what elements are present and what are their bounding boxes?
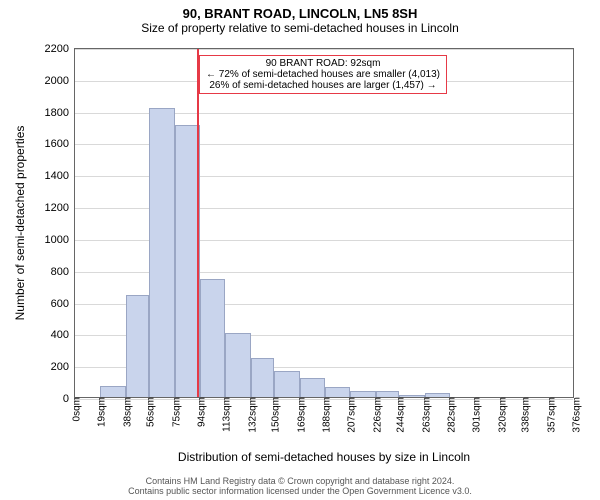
x-tick-label: 263sqm (417, 397, 432, 433)
x-tick-label: 301sqm (468, 397, 483, 433)
x-tick-label: 320sqm (493, 397, 508, 433)
page-title: 90, BRANT ROAD, LINCOLN, LN5 8SH (0, 0, 600, 21)
histogram-bar (225, 333, 250, 397)
y-tick-label: 400 (51, 329, 75, 341)
y-tick-label: 600 (51, 298, 75, 310)
y-axis-label: Number of semi-detached properties (13, 126, 27, 321)
histogram-bar (325, 387, 350, 397)
x-tick-label: 357sqm (542, 397, 557, 433)
histogram-bar (274, 371, 299, 397)
x-tick-label: 75sqm (167, 397, 182, 427)
x-tick-label: 113sqm (218, 397, 233, 432)
footer: Contains HM Land Registry data © Crown c… (0, 476, 600, 496)
footer-line-1: Contains HM Land Registry data © Crown c… (0, 476, 600, 486)
page-subtitle: Size of property relative to semi-detach… (0, 21, 600, 35)
x-tick-label: 282sqm (443, 397, 458, 433)
x-tick-label: 188sqm (318, 397, 333, 433)
histogram-bar (126, 295, 150, 397)
y-tick-label: 1600 (45, 138, 75, 150)
x-tick-label: 56sqm (142, 397, 157, 427)
gridline (75, 49, 573, 50)
x-tick-label: 169sqm (292, 397, 307, 433)
reference-line (197, 49, 199, 397)
x-axis-label: Distribution of semi-detached houses by … (74, 450, 574, 464)
y-tick-label: 1000 (45, 234, 75, 246)
histogram-bar (251, 358, 275, 397)
histogram-bar (300, 378, 325, 397)
y-tick-label: 1400 (45, 170, 75, 182)
y-tick-label: 2000 (45, 75, 75, 87)
x-tick-label: 38sqm (118, 397, 133, 427)
y-tick-label: 200 (51, 361, 75, 373)
histogram-bar (100, 386, 125, 397)
x-tick-label: 338sqm (517, 397, 532, 433)
y-tick-label: 2200 (45, 43, 75, 55)
x-tick-label: 207sqm (343, 397, 358, 433)
footer-line-2: Contains public sector information licen… (0, 486, 600, 496)
x-tick-label: 244sqm (392, 397, 407, 433)
chart-plot-area: 0200400600800100012001400160018002000220… (74, 48, 574, 398)
annotation-line: ← 72% of semi-detached houses are smalle… (206, 69, 440, 80)
y-tick-label: 800 (51, 266, 75, 278)
x-tick-label: 226sqm (368, 397, 383, 433)
x-tick-label: 132sqm (243, 397, 258, 433)
histogram-bar (200, 279, 225, 397)
x-tick-label: 150sqm (267, 397, 282, 433)
x-tick-label: 19sqm (93, 397, 108, 427)
x-tick-label: 376sqm (568, 397, 583, 433)
y-tick-label: 1800 (45, 107, 75, 119)
y-tick-label: 1200 (45, 202, 75, 214)
x-tick-label: 94sqm (193, 397, 208, 427)
histogram-bar (175, 125, 200, 397)
histogram-bar (149, 108, 174, 397)
annotation-line: 26% of semi-detached houses are larger (… (206, 80, 440, 91)
annotation-box: 90 BRANT ROAD: 92sqm← 72% of semi-detach… (199, 55, 447, 94)
x-tick-label: 0sqm (68, 397, 83, 421)
annotation-line: 90 BRANT ROAD: 92sqm (206, 58, 440, 69)
